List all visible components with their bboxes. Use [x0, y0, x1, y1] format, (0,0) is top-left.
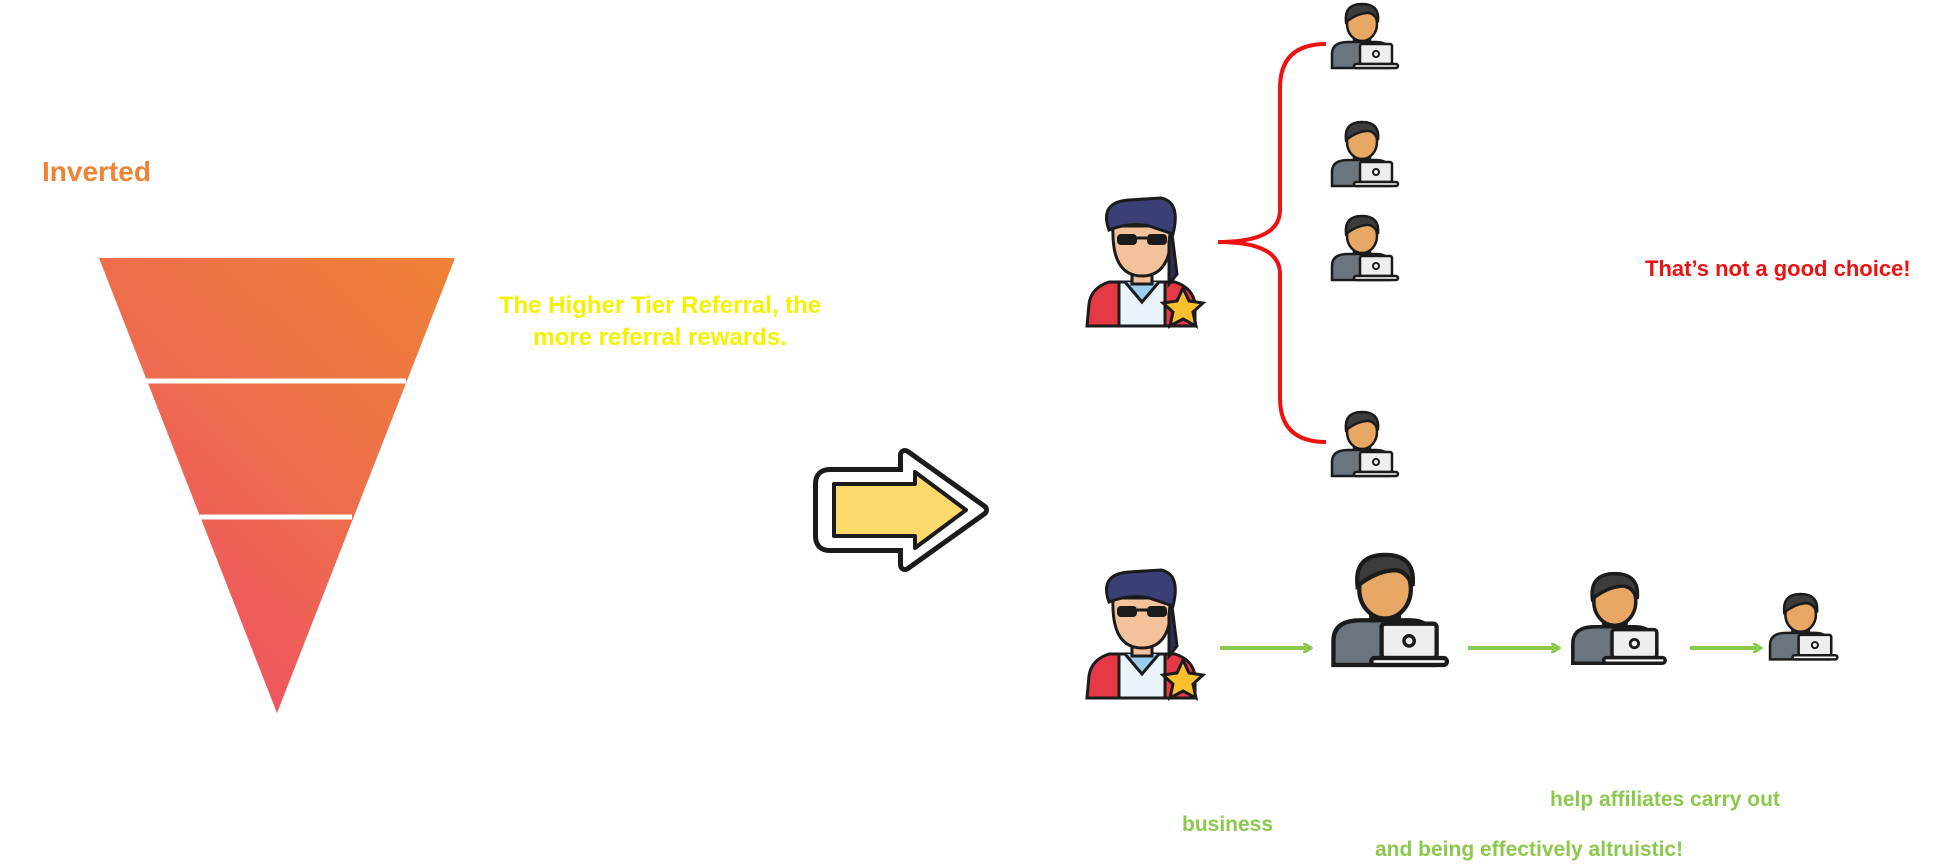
- person-with-laptop-icon-small: [1768, 592, 1839, 661]
- person-with-laptop-icon-4: [1330, 410, 1400, 478]
- red-brace: [1217, 42, 1327, 444]
- label-help-affiliates: help affiliates carry out: [1550, 788, 1780, 811]
- person-with-laptop-icon-1: [1330, 2, 1400, 70]
- person-with-laptop-icon-medium: [1571, 571, 1667, 665]
- label-altruistic: and being effectively altruistic!: [1375, 838, 1684, 861]
- person-with-laptop-icon-3: [1330, 214, 1400, 282]
- manager-with-star-icon-top: [1085, 196, 1205, 328]
- person-with-laptop-icon-2: [1330, 120, 1400, 188]
- inverted-funnel: [99, 258, 455, 713]
- funnel-triangle: [99, 258, 455, 713]
- person-with-laptop-icon-large: [1333, 555, 1447, 665]
- label-business: business: [1182, 813, 1274, 836]
- manager-with-star-icon-bottom: [1085, 568, 1205, 700]
- right-arrow-icon: [813, 448, 989, 572]
- tagline-text: The Higher Tier Referral, the more refer…: [498, 292, 822, 351]
- diagram-title: Inverted: [42, 156, 151, 187]
- warning-text: That’s not a good choice!: [1645, 256, 1911, 281]
